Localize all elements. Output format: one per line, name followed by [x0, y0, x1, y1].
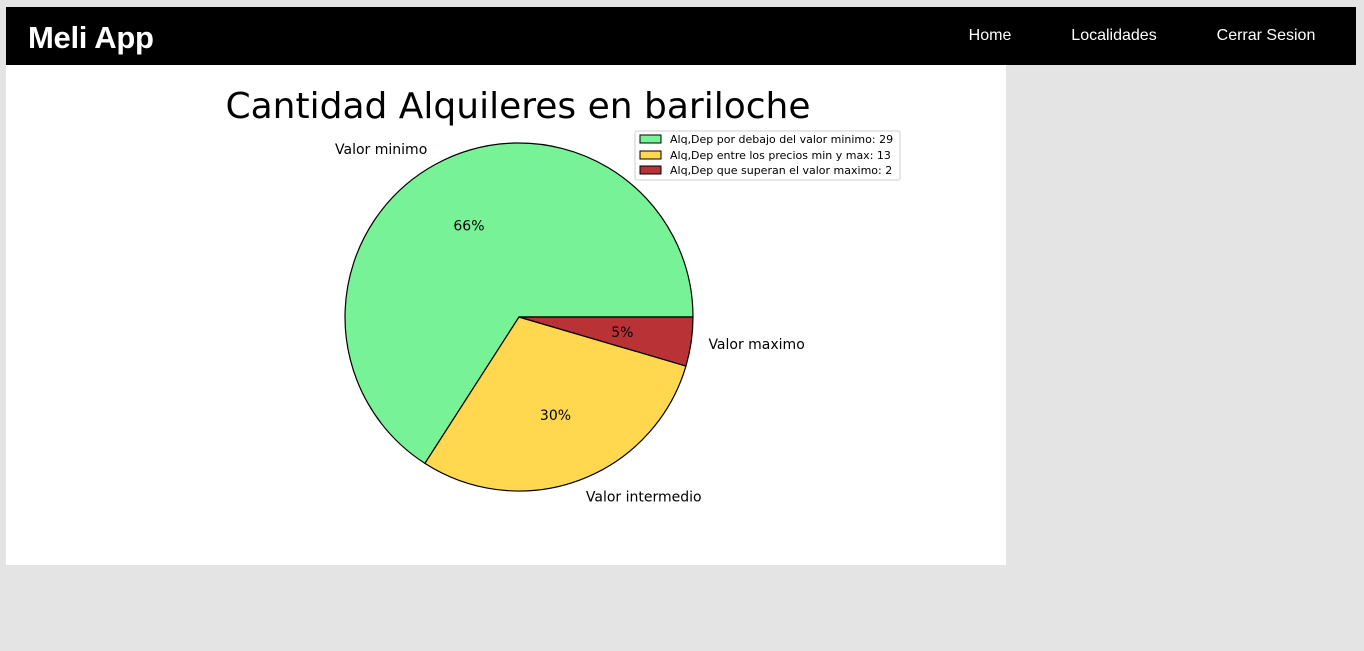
- slice-label-maximo: Valor maximo: [708, 337, 804, 353]
- pie-slice-intermedio: [424, 316, 687, 492]
- slice-percent-maximo: 5%: [611, 325, 633, 341]
- nav-link-localidades[interactable]: Localidades: [1071, 27, 1157, 44]
- pie-slice-minimo: [344, 142, 694, 464]
- top-navbar: Meli App Home Localidades Cerrar Sesion: [6, 7, 1356, 65]
- chart-panel: Cantidad Alquileres en bariloche Valor m…: [6, 65, 1006, 565]
- pie-chart: Cantidad Alquileres en bariloche Valor m…: [225, 86, 901, 505]
- slice-percent-intermedio: 30%: [540, 408, 571, 424]
- legend-entry-maximo: Alq,Dep que superan el valor maximo: 2: [670, 164, 892, 177]
- pie-slice-maximo: [518, 316, 694, 367]
- legend-entry-intermedio: Alq,Dep entre los precios min y max: 13: [670, 149, 891, 162]
- legend-frame: [634, 130, 901, 181]
- nav-link-home[interactable]: Home: [968, 27, 1012, 44]
- chart-title: Cantidad Alquileres en bariloche: [225, 86, 810, 127]
- nav-link-cerrar-sesion[interactable]: Cerrar Sesion: [1216, 27, 1316, 44]
- slice-label-minimo: Valor minimo: [335, 142, 427, 158]
- brand-logo[interactable]: Meli App: [28, 20, 154, 55]
- legend-swatch-intermedio: [639, 150, 662, 160]
- legend-swatch-minimo: [639, 134, 662, 144]
- slice-percent-minimo: 66%: [453, 218, 484, 234]
- chart-legend: Alq,Dep por debajo del valor minimo: 29 …: [634, 130, 901, 181]
- pie-slices: [344, 142, 694, 492]
- slice-label-intermedio: Valor intermedio: [586, 489, 702, 505]
- legend-swatch-maximo: [639, 165, 662, 175]
- legend-entry-minimo: Alq,Dep por debajo del valor minimo: 29: [670, 133, 893, 146]
- pie-labels: Valor minimo 66% Valor intermedio 30% Valor …: [335, 142, 805, 505]
